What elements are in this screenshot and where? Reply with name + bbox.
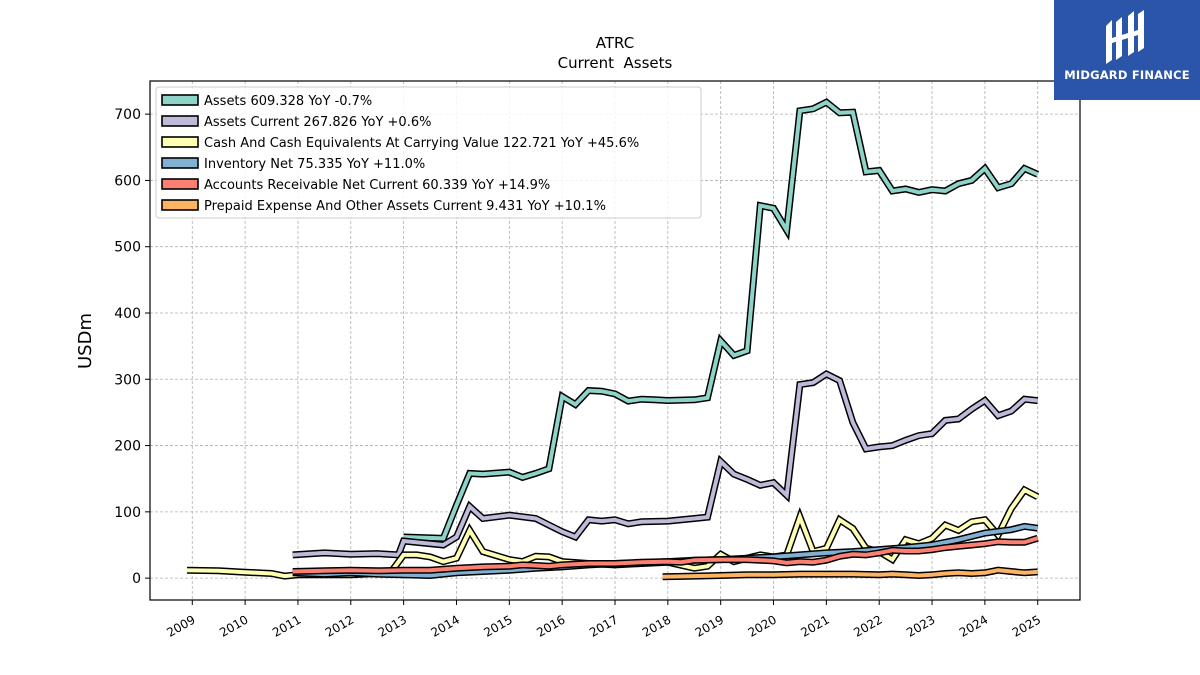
- x-tick-label: 2014: [429, 612, 462, 639]
- legend-swatch: [161, 157, 199, 169]
- legend-swatch: [161, 199, 199, 211]
- y-tick-label: 700: [114, 107, 141, 123]
- midgard-logo-icon: [1106, 10, 1144, 64]
- x-tick-label: 2024: [957, 612, 990, 639]
- midgard-finance-logo: MIDGARD FINANCE: [1054, 0, 1200, 100]
- y-tick-label: 200: [114, 439, 141, 455]
- x-tick-label: 2022: [851, 612, 884, 639]
- y-tick-label: 100: [114, 505, 141, 521]
- series-2: [186, 485, 1040, 580]
- x-tick-label: 2021: [798, 612, 831, 639]
- x-tick-label: 2017: [587, 612, 620, 639]
- x-tick-label: 2011: [270, 612, 303, 639]
- series-lines: [186, 98, 1040, 581]
- y-tick-label: 500: [114, 240, 141, 256]
- chart-title: ATRC: [596, 34, 634, 52]
- series-line: [403, 99, 1039, 541]
- legend-box: [155, 86, 702, 219]
- legend-swatch: [161, 136, 199, 148]
- x-tick-label: 2013: [376, 612, 409, 639]
- x-tick-label: 2025: [1010, 612, 1043, 639]
- x-tick-label: 2012: [323, 612, 356, 639]
- legend-entry: Inventory Net 75.335 YoY +11.0%: [204, 157, 425, 172]
- series-line: [662, 568, 1038, 579]
- y-tick-label: 600: [114, 173, 141, 189]
- legend: Assets 609.328 YoY -0.7% Assets Current 2…: [155, 86, 702, 219]
- x-tick-label: 2018: [640, 612, 673, 639]
- x-tick-label: 2019: [693, 612, 726, 639]
- legend-entry: Accounts Receivable Net Current 60.339 Y…: [204, 178, 550, 193]
- x-tick-label: 2023: [904, 612, 937, 639]
- legend-swatch: [161, 178, 199, 190]
- logo-text: MIDGARD FINANCE: [1064, 68, 1190, 82]
- legend-entry: Cash And Cash Equivalents At Carrying Va…: [204, 136, 639, 151]
- series-line: [292, 371, 1038, 557]
- series-1: [292, 369, 1039, 559]
- legend-swatch: [161, 94, 199, 106]
- y-axis-label: USDm: [75, 313, 96, 369]
- x-tick-label: 2016: [534, 612, 567, 639]
- legend-entry: Prepaid Expense And Other Assets Current…: [204, 199, 606, 214]
- chart-subtitle: Current Assets: [558, 54, 673, 72]
- y-tick-label: 400: [114, 306, 141, 322]
- x-tick-label: 2015: [481, 612, 514, 639]
- y-tick-label: 300: [114, 372, 141, 388]
- legend-entry: Assets Current 267.826 YoY +0.6%: [204, 115, 431, 130]
- series-5: [662, 566, 1038, 581]
- x-tick-label: 2010: [217, 612, 250, 639]
- series-0: [403, 98, 1040, 542]
- x-tick-label: 2009: [164, 612, 197, 639]
- series-line: [292, 536, 1039, 574]
- x-tick-label: 2020: [746, 612, 779, 639]
- series-line: [186, 487, 1039, 579]
- y-tick-label: 0: [132, 571, 141, 587]
- legend-entry: Assets 609.328 YoY -0.7%: [204, 94, 372, 109]
- series-4: [292, 534, 1039, 575]
- legend-swatch: [161, 115, 199, 127]
